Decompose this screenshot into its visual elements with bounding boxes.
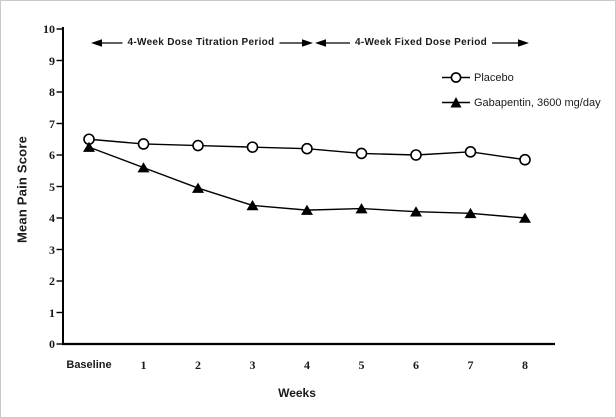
open-circle-marker-icon [301, 142, 313, 155]
arrowhead-left-icon [91, 39, 102, 47]
x-tick-label: Baseline [66, 359, 112, 371]
legend: Placebo Gabapentin, 3600 mg/day [441, 70, 601, 120]
y-tick-label: 5 [49, 179, 55, 194]
filled-triangle-marker-icon [137, 162, 150, 173]
x-tick-label: 5 [358, 358, 365, 372]
open-circle-marker-icon [192, 139, 204, 152]
x-tick-label: 6 [413, 358, 419, 372]
annotation-dose-titration-period: 4-Week Dose Titration Period [122, 37, 280, 48]
open-circle-marker-icon [464, 146, 477, 158]
arrowhead-right-icon [302, 39, 313, 47]
y-tick-label: 6 [49, 148, 55, 162]
x-tick-label: 7 [467, 358, 474, 372]
legend-label-placebo: Placebo [474, 71, 514, 84]
annotation-fixed-dose-period: 4-Week Fixed Dose Period [349, 37, 493, 48]
arrowhead-right-icon [518, 39, 529, 47]
filled-triangle-marker-icon [464, 207, 477, 219]
filled-triangle-marker-icon [246, 200, 259, 211]
y-tick-label: 4 [49, 211, 55, 225]
y-tick-label: 8 [49, 85, 55, 99]
x-tick-label: 1 [140, 358, 147, 372]
y-tick-label: 7 [49, 116, 55, 131]
x-tick-label: 3 [249, 358, 256, 372]
filled-triangle-marker-icon [192, 182, 204, 193]
filled-triangle-marker-icon [301, 204, 313, 215]
filled-triangle-marker-icon [355, 203, 368, 214]
filled-triangle-marker-icon [442, 97, 470, 108]
y-tick-label: 10 [43, 22, 55, 36]
y-tick-label: 9 [49, 53, 55, 68]
x-tick-label: 4 [304, 358, 310, 372]
filled-triangle-marker-icon [519, 212, 531, 223]
x-tick-label: 8 [522, 358, 528, 372]
legend-item-gabapentin: Gabapentin, 3600 mg/day [441, 95, 601, 110]
open-circle-marker-icon [519, 153, 531, 166]
legend-label-gabapentin: Gabapentin, 3600 mg/day [474, 96, 601, 109]
open-circle-marker-icon [355, 147, 368, 160]
arrowhead-left-icon [315, 39, 326, 47]
open-circle-marker-icon [410, 149, 422, 161]
y-tick-label: 1 [49, 305, 55, 320]
filled-triangle-marker-icon [83, 141, 95, 152]
y-tick-label: 2 [49, 274, 55, 288]
open-circle-marker-icon [442, 72, 470, 83]
y-tick-label: 0 [49, 337, 55, 351]
filled-triangle-marker-icon [410, 206, 422, 217]
x-axis-title: Weeks [278, 386, 316, 400]
y-tick-label: 3 [49, 242, 55, 257]
open-circle-marker-icon [246, 141, 259, 153]
x-tick-label: 2 [195, 358, 201, 372]
y-axis-title: Mean Pain Score [14, 135, 30, 244]
open-circle-marker-icon [137, 138, 150, 150]
legend-item-placebo: Placebo [441, 70, 601, 85]
